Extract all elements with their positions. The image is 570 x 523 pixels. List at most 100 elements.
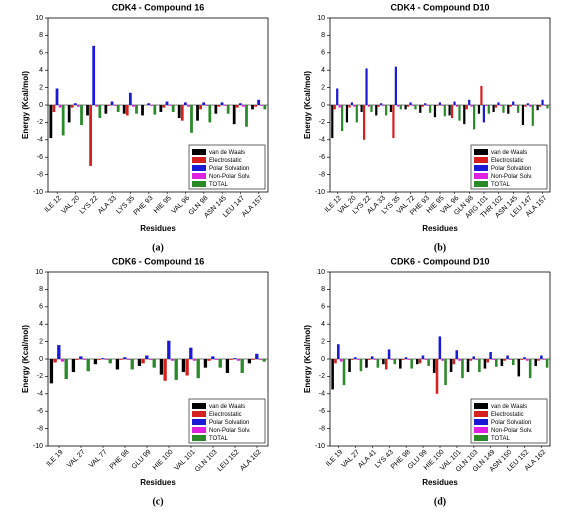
bar bbox=[97, 359, 101, 360]
bar bbox=[180, 105, 184, 121]
panel-label: (a) bbox=[152, 242, 164, 253]
bar bbox=[192, 359, 197, 361]
bar bbox=[543, 105, 547, 106]
bar bbox=[217, 105, 221, 107]
bar bbox=[411, 105, 415, 106]
bar bbox=[185, 359, 189, 376]
bar bbox=[123, 357, 127, 359]
chart: CDK6 - Compound 16 -10 -8 -6 -4 -2 0 2 4 6 8 10 ILE … bbox=[21, 256, 269, 507]
bar bbox=[353, 105, 356, 107]
bar bbox=[355, 105, 358, 123]
bar bbox=[86, 105, 89, 116]
bar bbox=[137, 359, 142, 366]
bar bbox=[387, 349, 391, 359]
y-tick-label: 0 bbox=[321, 356, 325, 363]
bar bbox=[473, 105, 476, 130]
bar bbox=[477, 105, 481, 114]
bar bbox=[214, 105, 218, 114]
y-tick-label: 10 bbox=[317, 15, 325, 22]
legend-swatch bbox=[192, 419, 206, 425]
bar bbox=[334, 359, 337, 364]
bar bbox=[404, 357, 408, 359]
y-tick-label: -4 bbox=[37, 137, 43, 144]
bar bbox=[365, 68, 368, 105]
bar bbox=[336, 88, 339, 105]
bar bbox=[506, 355, 509, 359]
bar bbox=[534, 359, 537, 366]
bar bbox=[116, 105, 120, 112]
x-tick-label: HIE 100 bbox=[152, 449, 175, 472]
bar bbox=[485, 105, 488, 106]
y-tick-label: 0 bbox=[39, 102, 43, 109]
x-tick-label: LYS 22 bbox=[79, 195, 100, 216]
bar bbox=[196, 359, 200, 379]
bar bbox=[463, 105, 466, 125]
bar bbox=[150, 105, 154, 106]
bar bbox=[203, 359, 208, 368]
bar bbox=[538, 105, 542, 107]
x-axis-label: Residues bbox=[140, 478, 176, 487]
bar bbox=[499, 105, 503, 106]
bar bbox=[475, 359, 478, 360]
bar bbox=[339, 359, 343, 362]
x-tick-label: HIE 95 bbox=[153, 195, 173, 215]
bar bbox=[470, 105, 473, 107]
legend-label: Polar Solvation bbox=[209, 166, 249, 172]
bar bbox=[242, 105, 245, 107]
bar bbox=[526, 103, 529, 105]
bar bbox=[163, 359, 167, 381]
x-tick-label: VAL 20 bbox=[61, 195, 82, 216]
bar bbox=[207, 359, 211, 361]
bar bbox=[61, 105, 65, 136]
bar bbox=[107, 105, 111, 106]
bar bbox=[455, 105, 459, 107]
bar bbox=[362, 105, 366, 140]
bar bbox=[441, 359, 444, 361]
legend-label: Polar Solvation bbox=[491, 166, 531, 172]
bar bbox=[229, 359, 233, 360]
y-tick-label: -6 bbox=[37, 154, 43, 161]
bar bbox=[350, 102, 353, 105]
bar bbox=[240, 359, 244, 373]
chart-title: CDK6 - Compound D10 bbox=[391, 256, 490, 266]
x-axis-label: Residues bbox=[422, 224, 458, 233]
legend-label: TOTAL bbox=[491, 436, 510, 442]
legend-label: TOTAL bbox=[491, 182, 510, 188]
y-tick-label: 4 bbox=[39, 67, 43, 74]
chart-title: CDK4 - Compound D10 bbox=[391, 2, 490, 12]
chart-title: CDK4 - Compound 16 bbox=[112, 2, 205, 12]
bar bbox=[458, 105, 461, 121]
bar bbox=[377, 105, 380, 107]
y-tick-label: -10 bbox=[33, 189, 43, 196]
bar bbox=[49, 359, 54, 384]
bar bbox=[443, 105, 446, 117]
bar bbox=[546, 105, 549, 109]
y-tick-label: 8 bbox=[39, 32, 43, 39]
bar bbox=[141, 105, 144, 116]
bar bbox=[251, 359, 255, 360]
bar bbox=[190, 105, 193, 133]
bar bbox=[331, 105, 334, 139]
legend-swatch bbox=[474, 165, 488, 171]
legend-label: van de Waals bbox=[209, 404, 245, 410]
y-tick-label: -2 bbox=[37, 119, 43, 126]
legend-label: TOTAL bbox=[209, 436, 228, 442]
plot-frame bbox=[329, 271, 551, 447]
bar bbox=[255, 353, 259, 359]
plot-frame bbox=[47, 17, 269, 193]
bar bbox=[49, 105, 53, 139]
bar bbox=[235, 105, 239, 108]
bar bbox=[438, 102, 441, 105]
panel-label: (d) bbox=[434, 496, 446, 507]
legend-swatch bbox=[474, 149, 488, 155]
bar bbox=[236, 359, 241, 361]
y-tick-label: -4 bbox=[319, 391, 325, 398]
bar bbox=[258, 359, 263, 360]
bar bbox=[333, 105, 336, 110]
legend: van de Waals Electrostatic Polar Solvation… bbox=[188, 398, 266, 444]
legend-swatch bbox=[192, 157, 206, 163]
bar bbox=[526, 359, 529, 361]
legend-swatch bbox=[192, 403, 206, 409]
bar bbox=[189, 347, 193, 359]
bar bbox=[337, 344, 340, 359]
